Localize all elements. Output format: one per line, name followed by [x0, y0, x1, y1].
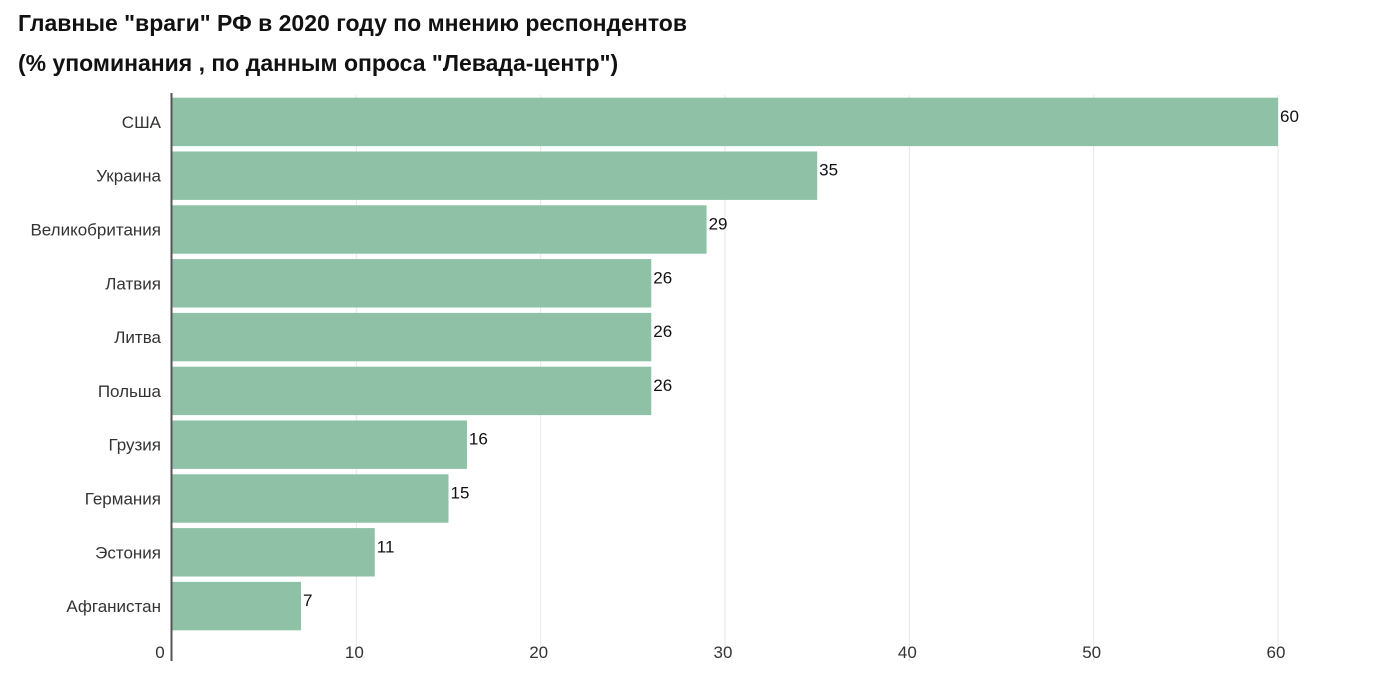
- value-label: 29: [709, 215, 728, 234]
- bar-2: [172, 151, 818, 200]
- bars: [172, 97, 1278, 631]
- category-label: Эстония: [95, 543, 161, 562]
- category-label: Латвия: [105, 274, 161, 293]
- bar-8: [172, 474, 449, 523]
- value-label: 35: [819, 161, 838, 180]
- value-label: 60: [1280, 107, 1299, 126]
- labels: 0 10 20 30 40 50 60 США 60 Украина 35 Великобритани…: [30, 107, 1298, 662]
- bar-9: [172, 528, 375, 577]
- chart-subtitle: (% упоминания , по данным опроса "Левада…: [18, 50, 619, 76]
- bar-7: [172, 420, 467, 469]
- x-tick-label: 20: [529, 643, 548, 662]
- category-label: Афганистан: [66, 597, 161, 616]
- value-label: 26: [653, 322, 672, 341]
- x-tick-label: 50: [1082, 643, 1101, 662]
- bar-4: [172, 259, 652, 308]
- x-tick-label: 10: [345, 643, 364, 662]
- bar-5: [172, 312, 652, 362]
- x-tick-label: 60: [1267, 643, 1286, 662]
- value-label: 7: [303, 591, 312, 610]
- category-label: Грузия: [108, 436, 161, 455]
- category-label: Великобритания: [30, 221, 161, 240]
- bar-1: [172, 97, 1278, 147]
- bar-6: [172, 366, 652, 416]
- category-label: Украина: [96, 167, 161, 186]
- value-label: 11: [377, 537, 395, 556]
- x-tick-label: 30: [714, 643, 733, 662]
- category-label: США: [122, 113, 162, 132]
- value-label: 16: [469, 430, 488, 449]
- category-label: Литва: [114, 328, 161, 347]
- bar-3: [172, 205, 707, 254]
- value-label: 26: [653, 376, 672, 395]
- bar-10: [172, 581, 302, 631]
- value-label: 15: [451, 484, 470, 503]
- x-tick-label: 40: [898, 643, 917, 662]
- category-label: Польша: [98, 382, 162, 401]
- chart-title: Главные "враги" РФ в 2020 году по мнению…: [18, 10, 687, 36]
- category-label: Германия: [85, 490, 161, 509]
- x-tick-label: 0: [155, 643, 164, 662]
- value-label: 26: [653, 268, 672, 287]
